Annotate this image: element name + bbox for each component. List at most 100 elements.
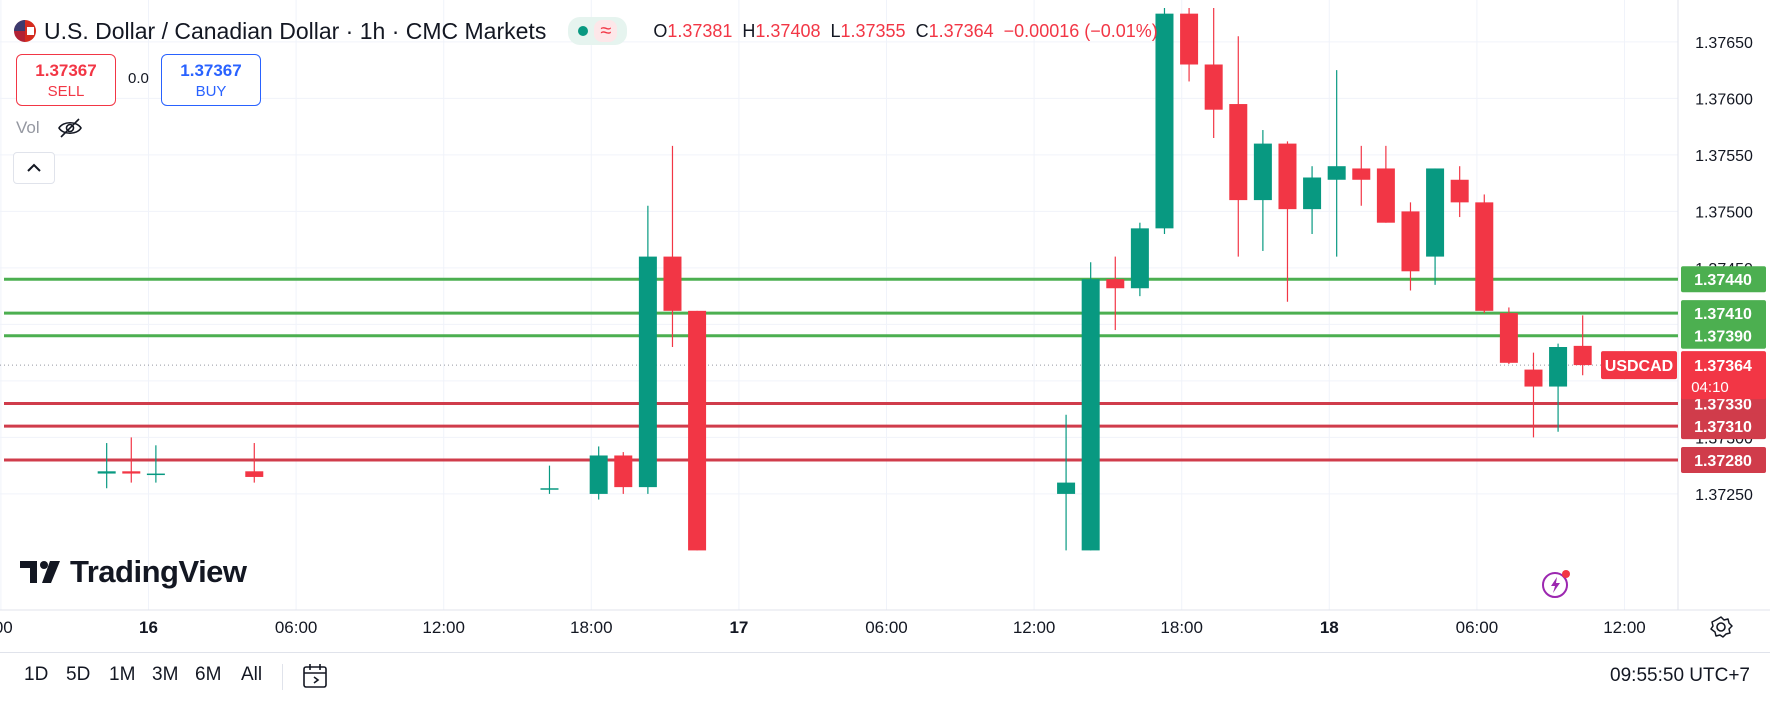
candle-body	[1450, 179, 1469, 203]
time-tick-label: 06:00	[1456, 618, 1499, 637]
candle	[1057, 414, 1076, 551]
candle	[688, 310, 707, 551]
candle	[1327, 70, 1346, 257]
level-tag-bg	[1681, 300, 1766, 327]
time-tick-label: 18:00	[570, 618, 613, 637]
chart-header: U.S. Dollar / Canadian Dollar · 1h · CMC…	[14, 14, 1158, 48]
level-tag-label: 1.37440	[1694, 272, 1752, 289]
candle-body	[245, 471, 264, 477]
candle	[1426, 168, 1445, 285]
candle-body	[688, 310, 707, 551]
collapse-legend-button[interactable]	[13, 152, 55, 184]
candle-body	[1081, 279, 1100, 551]
candle-body	[1106, 279, 1125, 289]
price-tick-label: 1.37550	[1695, 148, 1753, 165]
time-tick-label: 12:00	[1013, 618, 1056, 637]
sell-button[interactable]: 1.37367 SELL	[16, 54, 116, 106]
level-tag-bg	[1681, 322, 1766, 349]
candle	[663, 145, 682, 347]
horizontal-level-lines	[0, 277, 1678, 462]
spread-value: 0.0	[128, 70, 149, 87]
candle-body	[1499, 313, 1518, 363]
open-value: 1.37381	[667, 20, 733, 41]
range-6m-button[interactable]: 6M	[195, 664, 222, 685]
time-tick-label: 18:00	[1160, 618, 1203, 637]
gear-icon[interactable]	[1708, 614, 1734, 640]
time-tick-label: 12:00	[422, 618, 465, 637]
candle	[1573, 315, 1592, 376]
candle-body	[663, 256, 682, 311]
volume-label[interactable]: Vol	[16, 118, 40, 137]
time-tick-label: 17	[729, 618, 748, 637]
price-axis: 1.372501.373001.374501.375001.375501.376…	[1601, 35, 1766, 504]
candles	[97, 8, 1592, 551]
price-tick-label: 1.37250	[1695, 487, 1753, 504]
candle-body	[1155, 13, 1174, 229]
time-tick-label: 06:00	[865, 618, 908, 637]
range-1m-button[interactable]: 1M	[109, 664, 136, 685]
candle	[1204, 8, 1223, 138]
candle	[1130, 222, 1149, 297]
level-tag-bg	[1681, 266, 1766, 293]
approx-icon: ≈	[594, 20, 618, 42]
price-tick-label: 1.37500	[1695, 204, 1753, 221]
range-1d-button[interactable]: 1D	[24, 664, 49, 685]
candle-body	[1327, 166, 1346, 180]
candle	[122, 437, 141, 483]
range-5d-button[interactable]: 5D	[66, 664, 91, 685]
price-tick-label: 1.37650	[1695, 35, 1753, 52]
symbol-title[interactable]: U.S. Dollar / Canadian Dollar · 1h · CMC…	[44, 17, 547, 44]
market-status-pill[interactable]: ≈	[568, 17, 628, 45]
candle	[1549, 343, 1568, 432]
candle	[1450, 166, 1469, 218]
candle-body	[97, 471, 116, 474]
chart-grid	[0, 0, 1770, 611]
candle-body	[1549, 347, 1568, 387]
candle-body	[1303, 177, 1322, 210]
current-price-tag-bg	[1681, 351, 1766, 400]
range-3m-button[interactable]: 3M	[152, 664, 179, 685]
candle	[1278, 141, 1297, 302]
candle-body	[1130, 228, 1149, 289]
candle-body	[1229, 104, 1248, 201]
candle-body	[146, 473, 165, 476]
candle	[1376, 145, 1395, 223]
buy-price: 1.37367	[180, 61, 242, 80]
price-tick-label: 1.37600	[1695, 91, 1753, 108]
range-all-button[interactable]: All	[241, 664, 263, 685]
low-key: L	[830, 20, 841, 41]
candle	[97, 443, 116, 489]
buy-button[interactable]: 1.37367 BUY	[161, 54, 261, 106]
candle	[1106, 256, 1125, 331]
tradingview-logo[interactable]: TradingView	[20, 554, 247, 590]
candle-body	[1253, 143, 1272, 201]
high-key: H	[742, 20, 756, 41]
bottom-toolbar	[0, 652, 1770, 698]
bolt-icon[interactable]	[1540, 568, 1572, 600]
candle-body	[1401, 211, 1420, 272]
clock-timezone[interactable]: 09:55:50 UTC+7	[1610, 665, 1750, 686]
eye-off-icon[interactable]	[56, 116, 84, 140]
candle	[1303, 166, 1322, 234]
candle-body	[1352, 168, 1371, 180]
candle-body	[614, 455, 633, 488]
us-flag-icon	[14, 20, 36, 42]
level-tag-label: 1.37410	[1694, 306, 1752, 323]
candle	[1499, 307, 1518, 364]
candle-body	[1057, 482, 1076, 494]
candle-body	[1376, 168, 1395, 223]
chevron-up-icon	[27, 163, 41, 172]
candle	[614, 452, 633, 494]
close-value: 1.37364	[928, 20, 994, 41]
candle-body	[1180, 13, 1199, 65]
time-tick-label: :00	[0, 618, 13, 637]
candle-body	[1204, 64, 1223, 110]
candle	[1180, 8, 1199, 82]
candle	[1524, 352, 1543, 438]
candle	[1081, 262, 1100, 551]
candle	[1401, 202, 1420, 291]
candle-body	[540, 488, 559, 490]
calendar-icon[interactable]	[300, 661, 330, 691]
current-price-tag-label: 1.37364	[1694, 358, 1752, 375]
